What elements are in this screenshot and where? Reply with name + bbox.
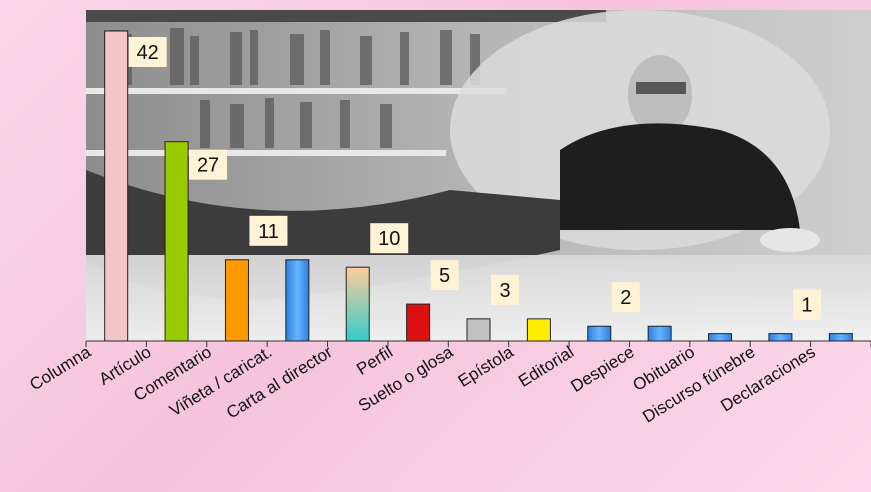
x-tick-label: Columna bbox=[26, 342, 94, 394]
bar-1 bbox=[164, 141, 189, 342]
data-label-0: 42 bbox=[128, 37, 167, 67]
x-axis-ticks bbox=[85, 341, 871, 347]
bar-9 bbox=[647, 325, 672, 342]
bar-4 bbox=[345, 266, 370, 342]
x-tick-label: Carta al director bbox=[223, 342, 336, 422]
data-label-box bbox=[491, 274, 519, 305]
data-label-box bbox=[370, 223, 409, 254]
x-tick-label: Viñeta / caricat. bbox=[166, 342, 275, 420]
data-label-4: 10 bbox=[370, 223, 409, 254]
bars bbox=[104, 30, 853, 342]
x-tick-label: Epístola bbox=[455, 342, 518, 391]
data-label-text: 10 bbox=[378, 228, 400, 250]
data-label-box bbox=[430, 260, 459, 291]
data-label-text: 5 bbox=[439, 265, 450, 287]
data-label-text: 27 bbox=[197, 155, 219, 177]
data-label-text: 2 bbox=[620, 287, 631, 309]
data-label-1: 27 bbox=[189, 149, 228, 180]
data-label-box bbox=[792, 289, 821, 320]
x-tick-label: Editorial bbox=[515, 342, 577, 391]
data-label-8: 2 bbox=[611, 282, 640, 313]
data-label-box bbox=[611, 282, 640, 313]
x-tick-label: Despiece bbox=[567, 342, 637, 396]
bar-6 bbox=[466, 318, 491, 342]
data-label-box bbox=[189, 149, 228, 180]
bar-8 bbox=[587, 325, 612, 342]
bar-10 bbox=[708, 333, 733, 342]
data-label-text: 3 bbox=[499, 280, 510, 302]
data-label-6: 3 bbox=[491, 274, 519, 305]
bar-0 bbox=[104, 30, 129, 342]
data-label-11: 1 bbox=[792, 289, 821, 320]
data-label-5: 5 bbox=[430, 260, 459, 291]
data-label-text: 42 bbox=[137, 42, 159, 64]
data-label-text: 1 bbox=[801, 295, 812, 317]
bar-7 bbox=[526, 318, 551, 342]
data-label-2: 11 bbox=[249, 215, 288, 246]
data-label-box bbox=[249, 215, 288, 246]
bar-12 bbox=[828, 333, 853, 342]
data-label-box bbox=[128, 37, 167, 67]
bar-5 bbox=[406, 303, 431, 342]
data-label-text: 11 bbox=[258, 221, 279, 243]
bar-3 bbox=[285, 259, 310, 342]
bar-11 bbox=[768, 333, 793, 342]
x-tick-label: Perfil bbox=[353, 342, 396, 379]
bar-2 bbox=[224, 259, 249, 342]
background-photo bbox=[86, 10, 871, 341]
data-labels: 42 27 11 10 5 3 2 1 bbox=[128, 37, 821, 320]
